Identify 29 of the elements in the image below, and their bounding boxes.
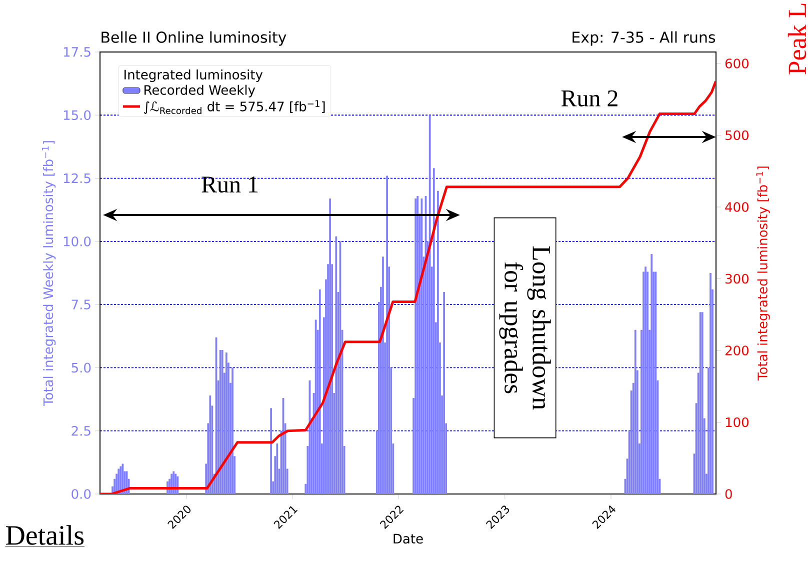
y-tick-label: 17.5 <box>64 47 90 57</box>
y2-tick-label: 0 <box>725 489 732 499</box>
x-axis-title: Date <box>394 534 423 544</box>
chart-title: Belle II Online luminosity <box>102 31 286 46</box>
y-tick-label: 15.0 <box>64 110 91 120</box>
y2-tick-label: 500 <box>726 130 748 140</box>
y-tick-label: 12.5 <box>64 173 90 184</box>
y2-axis-title: Total integrated luminosity [fb$^{−1}$] <box>756 166 770 381</box>
y-tick-label: 0.0 <box>72 489 91 499</box>
y-tick-label: 2.5 <box>72 426 90 436</box>
legend-title: Integrated luminosity <box>124 69 263 82</box>
y2-tick-label: 300 <box>726 274 748 284</box>
y2-tick-label: 200 <box>725 346 748 356</box>
text: Peak L <box>788 4 806 74</box>
y-axis-title: Total integrated Weekly luminosity [fb$^{−1}$] <box>42 141 56 406</box>
y2-tick-label: 400 <box>725 202 748 212</box>
y-tick-label: 7.5 <box>72 300 90 310</box>
annotation: Run 2 <box>561 90 618 106</box>
y-tick-label: 10.0 <box>64 236 91 246</box>
y2-tick-label: 100 <box>726 417 748 428</box>
line-series <box>100 80 716 494</box>
legend-label: Recorded Weekly <box>144 84 256 98</box>
annotation: Long shutdown for upgrades <box>499 246 551 410</box>
annotation: Run 1 <box>202 176 258 193</box>
text: Details <box>6 525 84 545</box>
y2-tick-label: 600 <box>725 58 748 68</box>
legend-label: ∫ℒ$_{Recorded}$ dt = 575.47 [fb$^{−1}$] <box>144 100 325 114</box>
y-tick-label: 5.0 <box>72 362 91 373</box>
chart-subtitle: Exp: 7-35 - All runs <box>572 31 716 46</box>
